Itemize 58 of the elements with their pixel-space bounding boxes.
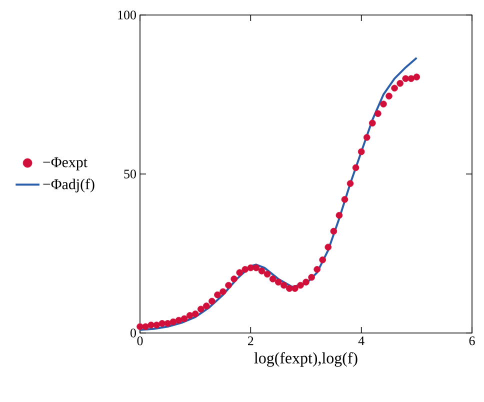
point — [280, 282, 288, 289]
point — [269, 276, 276, 282]
point — [386, 92, 392, 100]
y-tick-label: 100 — [118, 10, 136, 20]
point — [153, 322, 160, 328]
point — [286, 285, 293, 292]
y-tick-label: 50 — [124, 170, 136, 178]
point — [396, 80, 404, 87]
x-tick-label: 4 — [358, 336, 364, 346]
point — [136, 323, 144, 330]
x-tick-label: 0 — [137, 336, 143, 346]
point — [314, 266, 320, 273]
point — [380, 100, 387, 108]
point — [252, 264, 260, 272]
point — [274, 278, 282, 286]
point — [142, 323, 149, 330]
point — [208, 298, 216, 305]
point — [319, 256, 326, 264]
point — [363, 134, 370, 141]
point — [175, 316, 182, 324]
point — [214, 291, 221, 298]
point — [225, 282, 232, 289]
point — [369, 120, 376, 127]
point — [352, 164, 360, 172]
point — [297, 282, 304, 289]
point — [308, 274, 315, 281]
point — [264, 270, 271, 278]
point — [242, 266, 249, 273]
point — [258, 268, 266, 274]
point — [180, 315, 188, 322]
point — [192, 310, 199, 318]
point — [391, 84, 398, 92]
point — [186, 312, 194, 319]
point — [324, 244, 332, 251]
point — [302, 278, 310, 286]
point — [197, 306, 204, 313]
point — [292, 285, 298, 292]
point — [236, 269, 243, 276]
x-axis-title: log(fexpt),log(f) — [254, 352, 358, 367]
point — [341, 196, 348, 203]
point — [164, 320, 172, 327]
y-tick-label: 0 — [130, 328, 136, 338]
legend-label: −Φadj(f) — [43, 178, 94, 192]
point — [408, 75, 415, 82]
point — [220, 288, 226, 296]
point — [170, 318, 177, 326]
point — [230, 276, 238, 282]
x-tick-label: 6 — [469, 336, 475, 346]
point — [203, 302, 210, 310]
point — [374, 110, 382, 117]
point — [247, 264, 254, 272]
point — [336, 212, 343, 219]
point — [346, 180, 354, 187]
point — [358, 148, 365, 156]
point — [413, 74, 420, 80]
x-tick-label: 2 — [248, 336, 254, 346]
legend-label: −Φexpt — [43, 157, 88, 170]
point — [330, 228, 338, 235]
